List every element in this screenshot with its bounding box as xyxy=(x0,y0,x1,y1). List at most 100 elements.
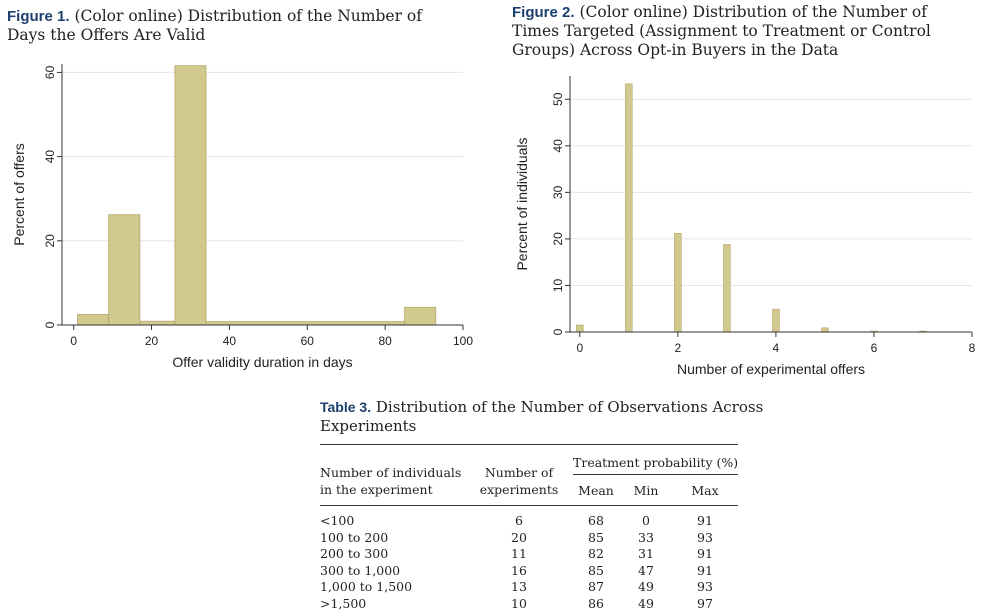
experiments-cell: 20 xyxy=(511,529,527,545)
figure1-caption-line1: (Color online) Distribution of the Numbe… xyxy=(74,7,422,25)
x-tick-label: 0 xyxy=(70,334,77,348)
experiments-cell: 13 xyxy=(511,579,527,594)
table3-header-col2-line2: experiments xyxy=(479,482,559,497)
table3-header-col1-line1: Number of individuals xyxy=(320,465,462,480)
spacer-cell xyxy=(669,530,682,547)
figure1-label: Figure 1. xyxy=(7,8,70,25)
histogram-bar xyxy=(772,308,780,333)
min-cell: 47 xyxy=(638,562,654,578)
max-cell: 91 xyxy=(697,562,713,578)
histogram-bar xyxy=(108,214,141,326)
figure2-caption-line2: Times Targeted (Assignment to Treatment … xyxy=(512,22,931,40)
table3-header-rule xyxy=(320,505,738,506)
mean-cell: 85 xyxy=(588,562,604,578)
min-cell: 49 xyxy=(638,579,654,594)
range-cell: >1,500 xyxy=(320,595,367,611)
min-cell: 0 xyxy=(642,513,650,528)
range-cell: <100 xyxy=(320,513,355,528)
x-tick-label: 80 xyxy=(378,334,392,348)
x-axis-label: Offer validity duration in days xyxy=(172,354,352,370)
histogram-bar xyxy=(723,244,731,333)
min-cell: 33 xyxy=(638,529,654,545)
y-axis-label: Percent of individuals xyxy=(514,137,530,270)
x-tick-label: 2 xyxy=(675,341,682,355)
table-row: 300 to 1,000 16 85 47 91 xyxy=(320,563,728,580)
y-tick-label: 60 xyxy=(43,65,57,79)
table-row: 100 to 200 20 85 33 93 xyxy=(320,530,728,547)
figure2-caption-line3: Groups) Across Opt-in Buyers in the Data xyxy=(512,41,839,59)
figure2-histogram: 0 10 20 30 40 50 0 2 4 6 8 Number of experimental o… xyxy=(514,76,976,377)
y-tick-label: 40 xyxy=(551,139,565,153)
y-tick-label: 30 xyxy=(551,185,565,199)
mean-cell: 86 xyxy=(588,595,604,611)
x-axis-label: Number of experimental offers xyxy=(677,361,865,377)
histogram-bar xyxy=(625,83,633,333)
spacer-cell xyxy=(560,579,573,596)
table-row: 1,000 to 1,500 13 87 49 93 xyxy=(320,579,728,596)
range-cell: 100 to 200 xyxy=(320,529,389,545)
histogram-bar xyxy=(77,314,110,326)
mean-cell: 82 xyxy=(588,546,604,561)
histogram-bar xyxy=(821,327,829,333)
x-tick-label: 8 xyxy=(969,341,976,355)
table3-header-col1-line2: in the experiment xyxy=(320,482,433,497)
spacer-cell xyxy=(669,596,682,613)
spacer-cell xyxy=(669,546,682,563)
min-cell: 49 xyxy=(638,595,654,611)
x-tick-label: 100 xyxy=(453,334,473,348)
range-cell: 300 to 1,000 xyxy=(320,562,401,578)
max-cell: 93 xyxy=(697,579,713,594)
min-cell: 31 xyxy=(638,546,654,561)
histogram-bar xyxy=(205,321,406,326)
mean-cell: 68 xyxy=(588,513,604,528)
figure2-label: Figure 2. xyxy=(512,4,575,21)
table3-header-col2: Number of experiments xyxy=(478,464,560,498)
table3-caption-line1: Distribution of the Number of Observatio… xyxy=(375,398,764,416)
y-tick-label: 20 xyxy=(551,232,565,246)
spacer-cell xyxy=(669,513,682,530)
figure1-caption-line2: Days the Offers Are Valid xyxy=(7,26,206,44)
x-tick-label: 4 xyxy=(773,341,780,355)
histogram-bar xyxy=(674,233,682,333)
spacer-cell xyxy=(560,563,573,580)
table3-caption: Table 3. Distribution of the Number of O… xyxy=(320,398,763,436)
x-tick-label: 40 xyxy=(223,334,237,348)
table-row: >1,500 10 86 49 97 xyxy=(320,596,728,613)
max-cell: 91 xyxy=(697,513,713,528)
spacer-cell xyxy=(560,530,573,547)
y-axis-label: Percent of offers xyxy=(11,143,27,245)
spacer-cell xyxy=(669,563,682,580)
table-row: <100 6 68 0 91 xyxy=(320,513,728,530)
table3-label: Table 3. xyxy=(320,399,372,415)
figure2-caption: Figure 2. (Color online) Distribution of… xyxy=(512,3,931,60)
table3-header-col1: Number of individuals in the experiment xyxy=(320,464,461,498)
histogram-bar xyxy=(404,306,437,326)
y-tick-label: 20 xyxy=(43,234,57,248)
experiments-cell: 6 xyxy=(515,513,523,528)
table3-top-rule xyxy=(320,444,738,445)
mean-cell: 87 xyxy=(588,579,604,594)
experiments-cell: 16 xyxy=(511,562,527,578)
x-tick-label: 60 xyxy=(301,334,315,348)
max-cell: 97 xyxy=(697,595,713,611)
table3-header-mean: Mean xyxy=(578,483,614,498)
range-cell: 200 to 300 xyxy=(320,546,389,561)
table3-caption-line2: Experiments xyxy=(320,417,417,435)
figure2-caption-line1: (Color online) Distribution of the Numbe… xyxy=(579,3,927,21)
mean-cell: 85 xyxy=(588,529,604,545)
table3-group-rule xyxy=(573,474,738,475)
max-cell: 91 xyxy=(697,546,713,561)
table-row: 200 to 300 11 82 31 91 xyxy=(320,546,728,563)
spacer-cell xyxy=(669,579,682,596)
figure1-histogram: 0 20 40 60 0 20 40 60 80 100 Offer validity durati… xyxy=(11,64,473,370)
histogram-bar xyxy=(174,65,207,326)
table3-header-max: Max xyxy=(691,483,719,498)
table3-header-col2-line1: Number of xyxy=(484,465,554,480)
y-tick-label: 0 xyxy=(43,321,57,328)
x-tick-label: 0 xyxy=(576,341,583,355)
y-tick-label: 10 xyxy=(551,278,565,292)
table3-body: <100 6 68 0 91 100 to 200 20 85 33 93 200 to 300 11… xyxy=(320,513,728,612)
max-cell: 93 xyxy=(697,529,713,545)
range-cell: 1,000 to 1,500 xyxy=(320,579,413,594)
histogram-bar xyxy=(139,320,176,326)
